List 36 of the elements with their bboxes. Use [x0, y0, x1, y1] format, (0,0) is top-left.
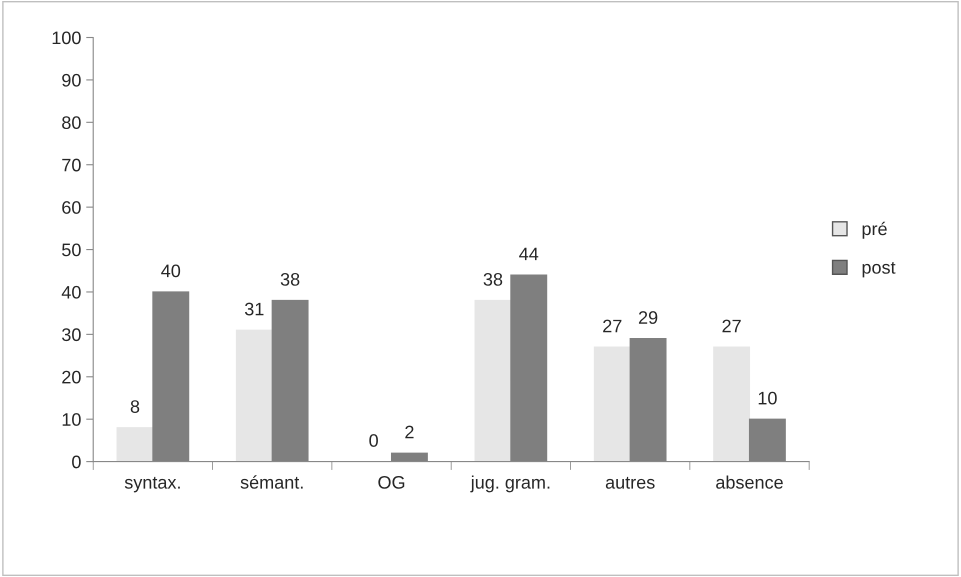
y-tick-label: 0 [72, 456, 81, 468]
bar [236, 330, 273, 462]
y-tick-label: 80 [62, 116, 81, 130]
y-tick-label: 10 [62, 413, 81, 426]
data-label: 31 [244, 302, 264, 316]
data-label: 44 [519, 248, 538, 260]
y-tick-label: 40 [62, 286, 81, 299]
x-tick-label: sémant. [240, 475, 303, 489]
data-label: 40 [161, 264, 180, 278]
data-label: 29 [638, 311, 658, 324]
x-tick-label: autres [606, 476, 655, 489]
data-label: 38 [484, 272, 502, 286]
bar [594, 346, 631, 462]
legend-label: pré [862, 222, 887, 239]
data-label: 38 [280, 272, 300, 286]
x-tick-label: syntax. [124, 476, 180, 492]
data-label: 10 [758, 392, 777, 405]
y-tick-label: 70 [62, 158, 81, 172]
bar [474, 300, 512, 462]
legend-label: post [862, 262, 896, 278]
y-tick-label: 60 [62, 201, 81, 214]
x-tick-label: absence [716, 475, 783, 489]
data-label: 0 [369, 434, 378, 447]
data-label: 27 [603, 320, 622, 332]
bar [713, 346, 750, 462]
bar [116, 427, 154, 462]
y-tick-label: 20 [62, 370, 81, 384]
y-tick-label: 90 [62, 74, 81, 87]
data-label: 2 [405, 426, 414, 438]
x-tick-label: OG [378, 476, 404, 489]
y-tick-label: 30 [62, 328, 81, 342]
y-tick-label: 50 [62, 243, 81, 256]
x-tick-label: jug. gram. [470, 475, 550, 492]
data-label: 8 [130, 400, 140, 413]
data-label: 27 [722, 320, 741, 332]
y-tick-label: 100 [52, 31, 81, 44]
